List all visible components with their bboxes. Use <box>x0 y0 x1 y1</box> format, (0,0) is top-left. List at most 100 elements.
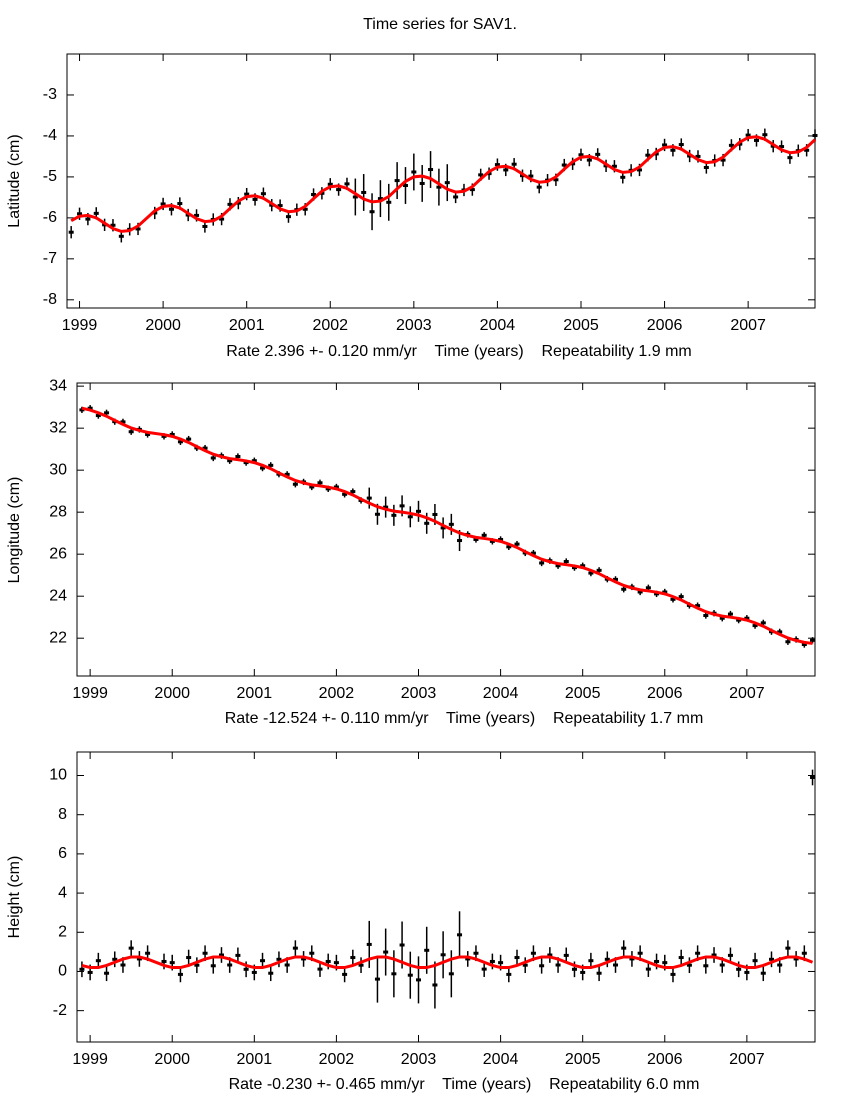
data-point <box>399 943 405 947</box>
x-tick-label: 2001 <box>237 685 273 702</box>
x-tick-label: 2000 <box>145 317 181 334</box>
x-tick-label: 2007 <box>729 1051 765 1068</box>
data-point <box>810 638 816 642</box>
data-point <box>93 211 99 215</box>
y-tick-label: -8 <box>43 291 57 308</box>
data-point <box>235 953 241 957</box>
data-point <box>586 158 592 162</box>
data-point <box>276 957 282 961</box>
data-point <box>793 957 799 961</box>
data-point <box>268 463 274 467</box>
data-point <box>530 551 536 555</box>
data-point <box>407 973 413 977</box>
data-point <box>136 957 142 961</box>
data-point <box>448 972 454 976</box>
data-point <box>87 406 93 410</box>
data-point <box>812 134 818 138</box>
data-point <box>570 162 576 166</box>
data-point <box>407 515 413 519</box>
data-point <box>678 956 684 960</box>
data-point <box>653 152 659 156</box>
data-point <box>87 970 93 974</box>
data-point <box>169 432 175 436</box>
data-point <box>604 957 610 961</box>
data-point <box>498 961 504 965</box>
plot-frame <box>76 382 816 677</box>
data-point <box>428 168 434 172</box>
data-point <box>415 978 421 982</box>
data-point <box>128 430 134 434</box>
data-point <box>366 942 372 946</box>
y-tick-label: 30 <box>49 461 67 478</box>
data-point <box>695 154 701 158</box>
data-point <box>703 614 709 618</box>
x-tick-label: 2005 <box>565 1051 601 1068</box>
data-point <box>352 195 358 199</box>
data-point <box>752 624 758 628</box>
data-point <box>588 571 594 575</box>
x-tick-label: 2002 <box>319 1051 355 1068</box>
y-tick-label: 22 <box>49 629 67 646</box>
y-tick-label: 4 <box>58 884 67 901</box>
data-point <box>432 983 438 987</box>
data-point <box>613 963 619 967</box>
data-point <box>719 963 725 967</box>
data-point <box>506 545 512 549</box>
data-point <box>424 521 430 525</box>
x-axis-label: Rate 2.396 +- 0.120 mm/yr Time (years) R… <box>226 343 692 360</box>
data-point <box>801 951 807 955</box>
data-point <box>536 185 542 189</box>
x-tick-label: 2007 <box>730 317 766 334</box>
data-point <box>762 133 768 137</box>
data-point <box>152 211 158 215</box>
data-point <box>561 163 567 167</box>
data-point <box>654 592 660 596</box>
data-point <box>383 505 389 509</box>
data-point <box>325 487 331 491</box>
data-point <box>621 946 627 950</box>
x-axis-label: Rate -12.524 +- 0.110 mm/yr Time (years)… <box>225 710 704 727</box>
data-point <box>473 537 479 541</box>
y-tick-label: 6 <box>58 845 67 862</box>
data-point <box>489 539 495 543</box>
data-point <box>596 568 602 572</box>
data-point <box>104 971 110 975</box>
y-tick-label: 8 <box>58 806 67 823</box>
data-point <box>169 961 175 965</box>
data-point <box>580 564 586 568</box>
y-tick-label: 2 <box>58 923 67 940</box>
y-tick-label: 32 <box>49 419 67 436</box>
y-tick-label: 10 <box>49 767 67 784</box>
data-point <box>637 951 643 955</box>
data-point <box>506 972 512 976</box>
data-point <box>478 173 484 177</box>
data-point <box>703 964 709 968</box>
data-point <box>578 153 584 157</box>
data-point <box>79 967 85 971</box>
data-point <box>377 197 383 201</box>
data-point <box>744 616 750 620</box>
x-tick-label: 2004 <box>483 685 519 702</box>
data-point <box>135 227 141 231</box>
data-point <box>686 963 692 967</box>
data-point <box>95 959 101 963</box>
x-tick-label: 2000 <box>154 685 190 702</box>
data-point <box>662 143 668 147</box>
data-point <box>277 204 283 208</box>
data-point <box>744 970 750 974</box>
y-tick-label: -3 <box>43 86 57 103</box>
data-point <box>85 217 91 221</box>
data-point <box>68 230 74 234</box>
data-point <box>424 948 430 952</box>
data-point <box>436 185 442 189</box>
data-point <box>481 967 487 971</box>
data-point <box>235 455 241 459</box>
y-axis-label: Height (cm) <box>6 856 23 939</box>
x-tick-label: 2003 <box>401 1051 437 1068</box>
data-point <box>777 963 783 967</box>
data-point <box>810 775 816 779</box>
data-point <box>227 459 233 463</box>
data-point <box>194 963 200 967</box>
x-tick-label: 1999 <box>72 1051 108 1068</box>
data-point <box>760 621 766 625</box>
